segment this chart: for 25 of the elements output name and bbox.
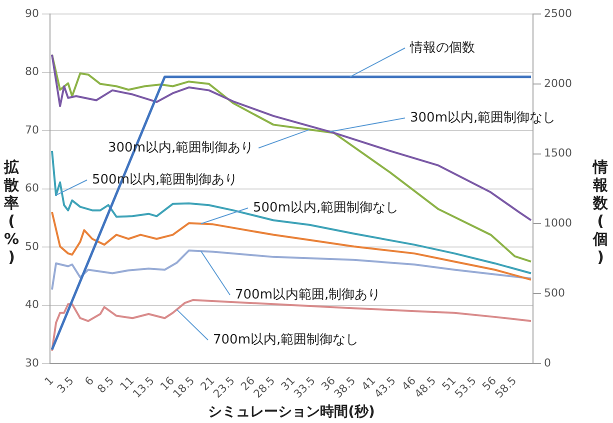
y2-tick-label: 2500 [544, 6, 572, 20]
y2-tick-label: 0 [544, 356, 552, 370]
y-tick-label: 30 [24, 356, 39, 370]
y-tick-label: 80 [24, 65, 39, 78]
y2-tick-label: 1000 [544, 216, 572, 230]
y2-tick-label: 1500 [544, 146, 572, 160]
y-tick-label: 60 [24, 182, 39, 195]
y2-tick-label: 2000 [544, 76, 572, 90]
y-tick-label: 90 [24, 6, 39, 20]
x-tick-label: 6 [82, 374, 96, 388]
series-label: 700m以内範囲,制御あり [235, 287, 381, 302]
series-label: 700m以内,範囲制御なし [213, 332, 359, 348]
text: 300m以内,範囲制御なし [410, 110, 556, 126]
x-tick-label: 3.5 [54, 374, 76, 396]
x-tick-label: 8.5 [94, 374, 117, 396]
y-tick-label: 70 [24, 123, 39, 136]
y2-tick-label: 500 [544, 286, 566, 300]
x-tick-label: 1 [42, 374, 56, 388]
y-axis-title: 拡散率(%) [4, 158, 20, 266]
y2-axis-title: 情報数(個) [593, 158, 608, 266]
series-label: 情報の個数 [409, 40, 475, 56]
series-label: 500m以内,範囲制御なし [253, 200, 399, 216]
y-tick-label: 40 [24, 298, 39, 312]
x-axis-title: シミュレーション時間(秒) [208, 404, 375, 420]
y-tick-label: 50 [24, 240, 39, 253]
